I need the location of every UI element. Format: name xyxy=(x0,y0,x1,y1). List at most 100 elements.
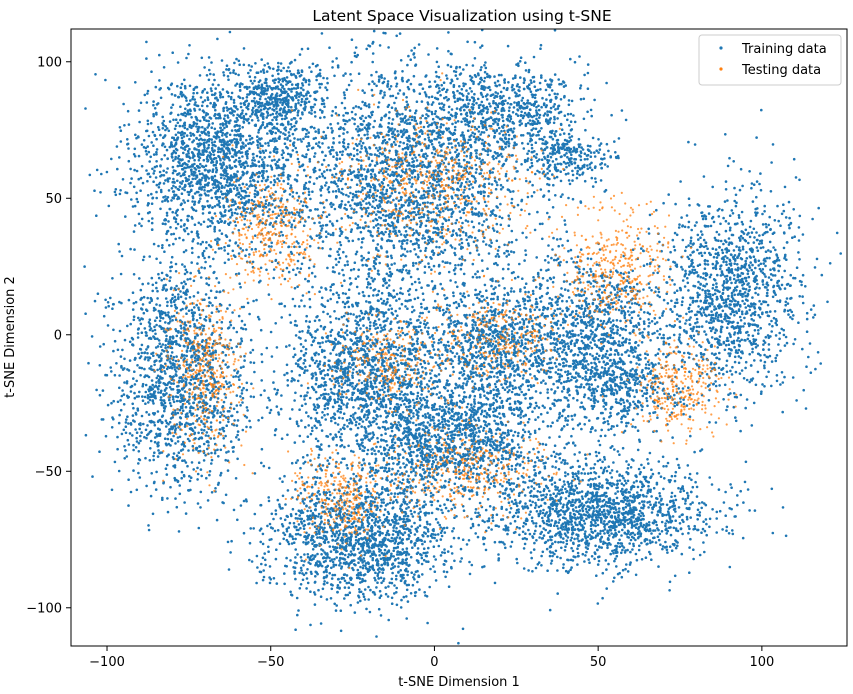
training-point xyxy=(436,226,440,230)
training-point xyxy=(296,69,300,72)
training-point xyxy=(298,74,302,78)
training-point xyxy=(586,87,590,90)
training-point xyxy=(160,158,163,161)
training-point xyxy=(333,207,337,211)
training-point xyxy=(507,267,510,271)
training-point xyxy=(327,254,331,258)
training-point xyxy=(353,118,357,121)
training-point xyxy=(403,226,406,229)
training-point xyxy=(226,109,229,112)
training-point xyxy=(343,96,347,100)
training-point xyxy=(218,138,222,142)
training-point xyxy=(162,123,165,127)
training-point xyxy=(232,98,236,102)
training-point xyxy=(306,135,310,139)
training-point xyxy=(154,85,158,89)
training-point xyxy=(307,279,311,283)
training-point xyxy=(281,84,285,88)
training-point xyxy=(193,158,196,162)
training-point xyxy=(214,97,217,100)
training-point xyxy=(465,180,468,184)
training-point xyxy=(247,117,250,121)
training-point xyxy=(528,119,532,122)
training-point xyxy=(286,136,289,140)
training-point xyxy=(283,78,287,82)
training-point xyxy=(512,88,516,91)
training-point xyxy=(143,93,147,97)
training-point xyxy=(338,256,342,260)
training-point xyxy=(126,143,129,146)
training-point xyxy=(165,127,169,130)
training-point xyxy=(334,172,338,176)
training-point xyxy=(490,183,494,186)
training-point xyxy=(377,78,381,81)
training-point xyxy=(154,176,158,179)
training-point xyxy=(383,390,386,394)
training-point xyxy=(162,169,165,173)
training-point xyxy=(326,266,329,270)
training-point xyxy=(314,136,318,140)
training-point xyxy=(559,237,562,241)
training-point xyxy=(435,184,438,187)
training-point xyxy=(176,214,179,217)
training-point xyxy=(194,101,197,104)
training-point xyxy=(150,141,153,144)
training-point xyxy=(309,125,313,129)
training-point xyxy=(562,132,566,135)
training-point xyxy=(516,109,520,112)
training-point xyxy=(415,159,419,162)
training-point xyxy=(321,224,325,227)
training-point xyxy=(373,164,377,167)
training-point xyxy=(435,190,439,194)
training-point xyxy=(217,147,220,151)
training-point xyxy=(403,146,407,150)
training-point xyxy=(134,133,137,137)
training-point xyxy=(135,169,139,173)
training-point xyxy=(323,105,326,108)
training-point xyxy=(170,187,174,190)
training-point xyxy=(267,201,271,205)
training-point xyxy=(372,29,376,33)
training-point xyxy=(515,160,518,163)
training-point xyxy=(159,87,162,90)
training-point xyxy=(292,144,296,147)
training-point xyxy=(217,186,221,189)
training-point xyxy=(441,88,444,92)
training-point xyxy=(430,110,434,114)
training-point xyxy=(195,137,198,140)
training-point xyxy=(238,83,242,86)
training-point xyxy=(266,122,269,126)
training-point xyxy=(508,96,511,100)
training-point xyxy=(118,126,122,129)
training-point xyxy=(403,247,407,251)
training-point xyxy=(291,132,295,136)
training-point xyxy=(479,68,483,72)
training-point xyxy=(432,145,435,149)
training-point xyxy=(524,69,528,72)
training-point xyxy=(272,67,275,71)
training-point xyxy=(155,150,158,154)
training-point xyxy=(234,72,237,76)
training-point xyxy=(349,230,353,233)
training-point xyxy=(99,191,102,194)
training-point xyxy=(296,267,299,270)
training-point xyxy=(372,219,375,223)
training-point xyxy=(449,113,453,117)
training-point xyxy=(216,150,220,154)
training-point xyxy=(392,246,396,250)
training-point xyxy=(263,126,267,129)
training-point xyxy=(179,131,182,135)
training-point xyxy=(447,31,450,34)
training-point xyxy=(354,142,358,146)
training-point xyxy=(217,247,221,250)
training-point xyxy=(299,117,302,120)
training-point xyxy=(437,87,441,90)
training-point xyxy=(337,253,341,256)
training-point xyxy=(165,232,168,236)
training-point xyxy=(420,149,423,152)
training-point xyxy=(512,122,516,125)
training-point xyxy=(162,66,166,69)
training-point xyxy=(458,65,462,69)
training-point xyxy=(233,133,236,137)
training-point xyxy=(439,282,443,286)
